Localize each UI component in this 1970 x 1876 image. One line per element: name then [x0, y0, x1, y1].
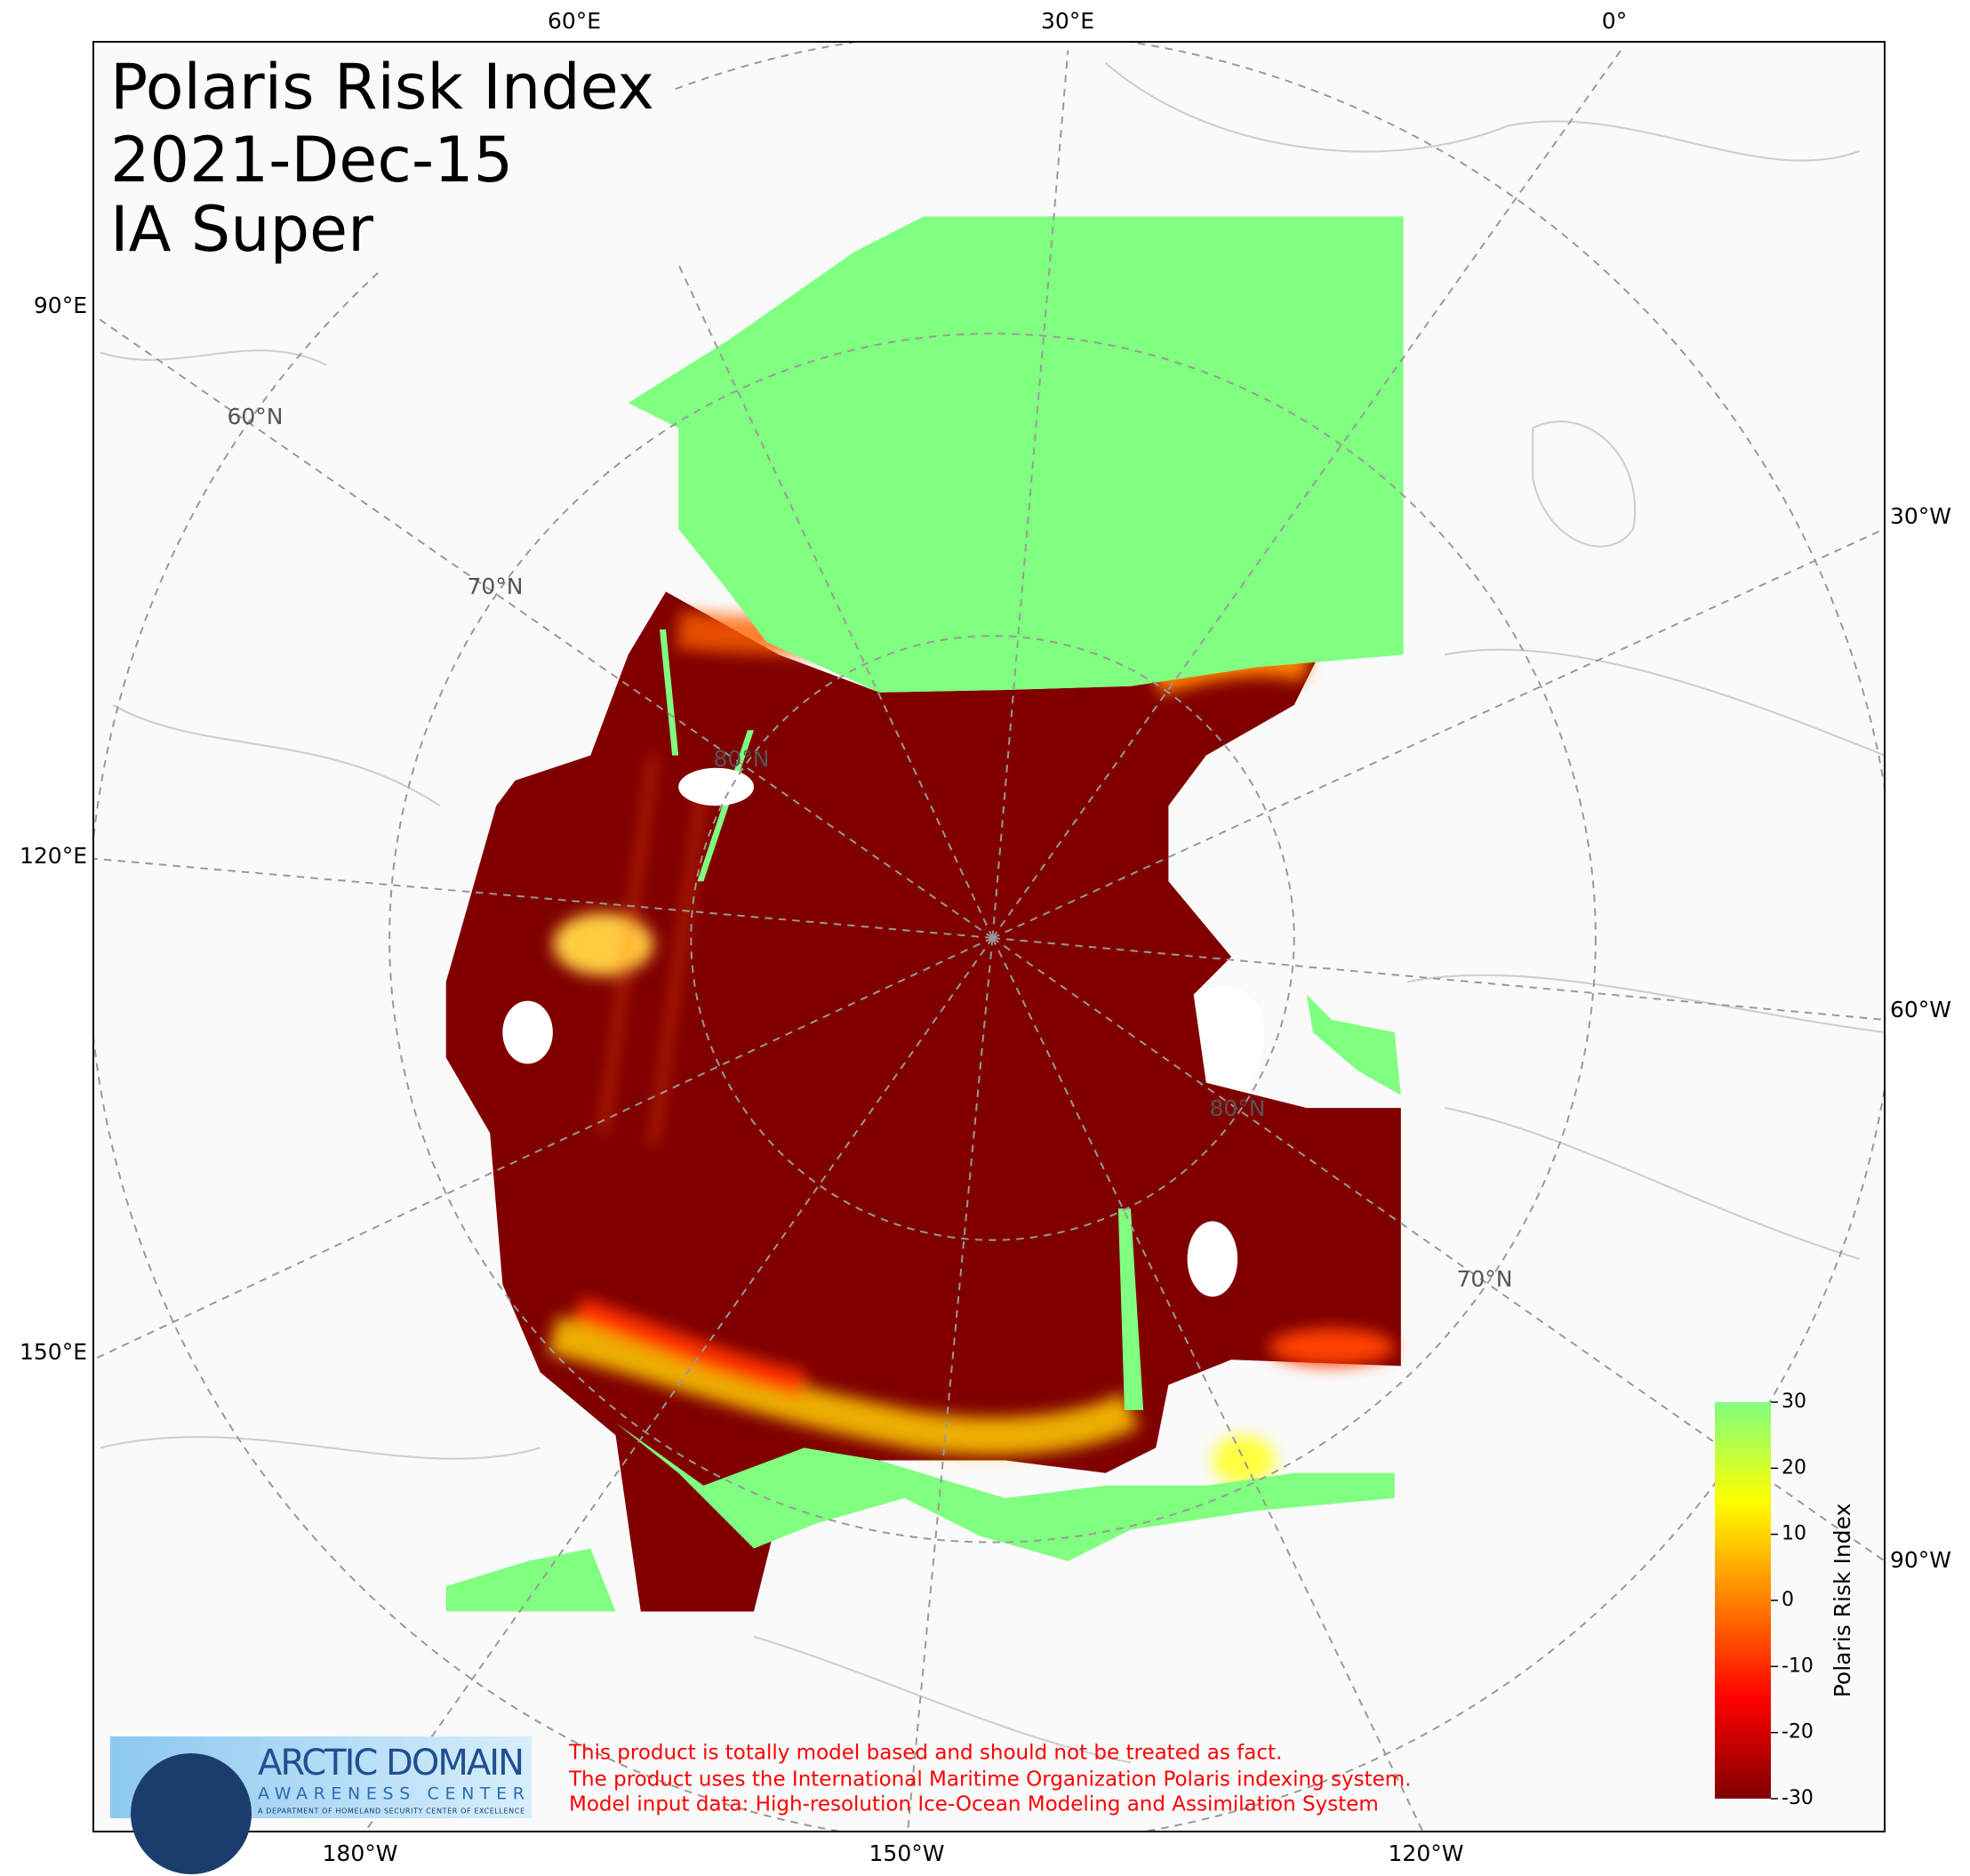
map-frame	[92, 41, 1886, 1832]
colorbar-tick-label: 10	[1782, 1523, 1806, 1545]
lat-label: 70°N	[1456, 1266, 1512, 1292]
lon-label: 60°W	[1890, 997, 1951, 1022]
lon-label: 180°W	[323, 1840, 398, 1866]
colorbar-tick-label: -20	[1782, 1721, 1814, 1744]
colorbar-tick-label: -10	[1782, 1655, 1814, 1677]
disclaimer-line: Model input data: High-resolution Ice-Oc…	[569, 1793, 1379, 1816]
coastlines	[100, 62, 1885, 1764]
lon-label: 90°E	[34, 293, 87, 318]
lon-label: 150°E	[20, 1339, 87, 1365]
map-layers	[93, 42, 1885, 1832]
logo-tagline: A DEPARTMENT OF HOMELAND SECURITY CENTER…	[258, 1808, 525, 1816]
lat-label: 60°N	[227, 404, 283, 429]
colorbar	[1715, 1402, 1771, 1799]
disclaimer-line: The product uses the International Marit…	[568, 1768, 1411, 1792]
title-line: Polaris Risk Index	[110, 51, 654, 124]
lon-label: 0°	[1602, 8, 1627, 34]
title-line: 2021-Dec-15	[110, 124, 513, 196]
graticule	[93, 42, 1885, 1832]
map-body	[93, 42, 1885, 1832]
logo: ARCTIC DOMAIN AWARENESS CENTER A DEPARTM…	[110, 1736, 532, 1874]
lat-label: 80°N	[1209, 1095, 1265, 1121]
lon-label: 90°W	[1890, 1547, 1951, 1573]
land	[1193, 986, 1265, 1108]
colorbar-tick-label: 0	[1782, 1589, 1794, 1611]
colorbar-tick-label: -30	[1782, 1787, 1814, 1809]
lon-label: 60°E	[548, 8, 601, 34]
logo-title: ARCTIC DOMAIN	[258, 1743, 525, 1784]
lat-label: 80°N	[713, 746, 769, 772]
disclaimer-line: This product is totally model based and …	[568, 1742, 1282, 1765]
lon-label: 120°W	[1389, 1840, 1464, 1866]
lon-label: 30°W	[1890, 503, 1951, 529]
lon-label: 30°E	[1041, 8, 1094, 34]
lon-label: 150°W	[869, 1840, 945, 1866]
colorbar-label: Polaris Risk Index	[1830, 1503, 1855, 1698]
colorbar-tick-label: 30	[1782, 1391, 1806, 1413]
title-background	[96, 44, 674, 271]
title-line: IA Super	[110, 193, 373, 266]
land-gaps	[502, 767, 1238, 1297]
lon-label: 120°E	[20, 843, 87, 869]
colorbar-ticks: -30 -20 -10 0 10 20 30	[1771, 1391, 1814, 1809]
lat-label: 70°N	[467, 573, 523, 599]
logo-subtitle: AWARENESS CENTER	[258, 1784, 525, 1804]
logo-globe	[131, 1753, 252, 1874]
colorbar-tick-label: 20	[1782, 1456, 1806, 1479]
